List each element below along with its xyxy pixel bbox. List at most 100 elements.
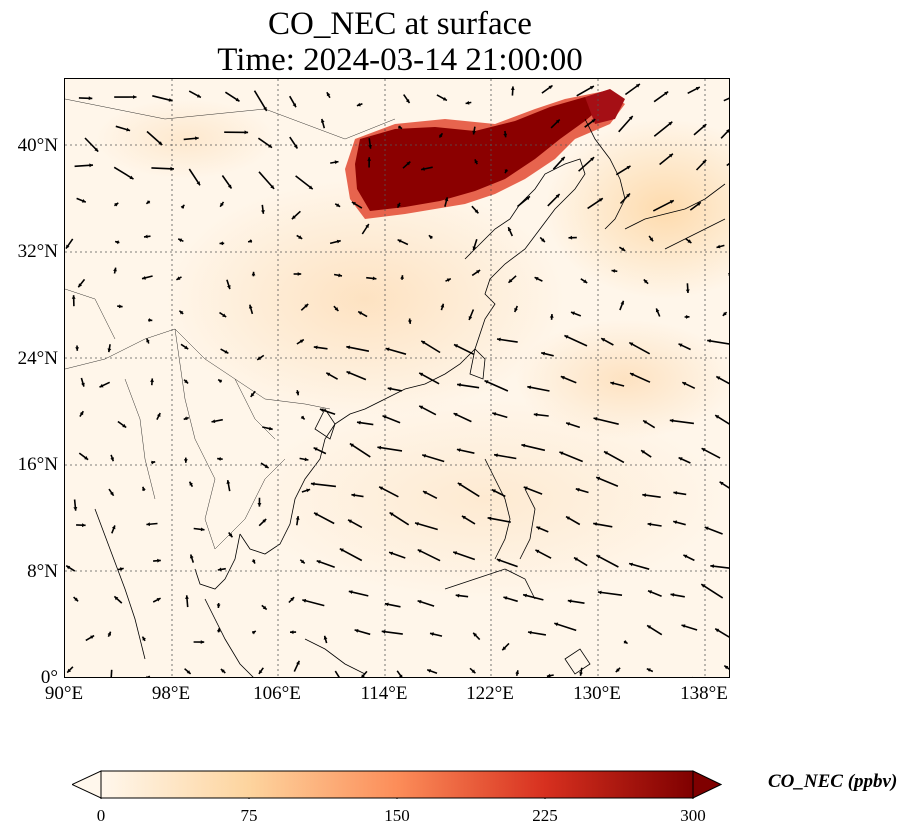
wind-vector [113,166,134,180]
wind-vector-head [313,345,318,350]
wind-vector-head [298,235,303,239]
wind-vector-head [316,560,321,564]
wind-vector [653,121,673,137]
wind-vector-head [389,512,394,517]
wind-vector-head [567,599,572,604]
wind-vector-head [89,163,93,168]
lon-label: 130°E [573,683,621,704]
wind-vector-head [474,209,479,214]
wind-vector-head [474,159,479,164]
wind-vector-head [250,393,255,397]
wind-vector-head [326,92,331,97]
wind-vector-head [722,312,727,316]
wind-vector-head [75,347,79,351]
wind-vector-head [428,235,433,240]
wind-vector [378,486,399,498]
wind-vector-head [560,376,565,380]
lon-label: 106°E [253,683,301,704]
lon-label: 138°E [680,683,728,704]
wind-vector-head [695,87,700,91]
wind-vector-head [248,304,253,309]
wind-vector-head [387,387,392,391]
wind-vector-head [146,338,150,343]
wind-vector [496,558,518,568]
wind-vector-head [144,234,148,239]
wind-vector-head [642,493,647,498]
wind-vector-head [536,526,541,531]
wind-vector-head [304,304,309,308]
wind-vector-head [148,318,153,322]
wind-vector [596,554,619,568]
wind-vector-head [244,130,249,135]
colorbar [72,770,722,799]
wind-vector-head [541,238,545,242]
wind-vector-head [494,453,498,458]
wind-vector [414,522,438,531]
wind-vector-head [417,600,422,604]
wind-vector-head [319,408,324,412]
map-title: CO_NEC at surface [268,6,532,42]
wind-vector-head [251,559,256,564]
colorbar-tick: 300 [680,806,706,825]
wind-vector-head [454,344,458,348]
wind-vector-head [320,118,325,123]
wind-vector [310,482,336,488]
wind-vector-head [541,351,546,356]
wind-vector-head [142,636,146,641]
wind-vector-head [258,670,263,674]
wind-vector-head [564,335,569,339]
wind-vector [484,379,509,392]
wind-vector-head [385,347,390,352]
wind-vector-head [300,415,305,420]
wind-vector-head [664,91,669,96]
wind-vector-head [727,272,729,275]
wind-vector-head [647,625,652,629]
wind-vector-head [559,451,564,456]
wind-vector-head [146,200,151,204]
wind-vector [452,551,476,561]
wind-vector-head [566,422,570,426]
wind-vector-head [290,597,295,602]
wind-vector-head [554,622,559,627]
wind-vector-head [129,175,134,180]
wind-vector-head [157,558,161,563]
wind-vector [381,630,403,635]
wind-vector-head [113,267,117,272]
wind-vector-head [299,339,304,344]
wind-vector-head [118,304,123,309]
wind-vector-head [291,215,296,220]
wind-vector-head [681,624,686,628]
wind-vector-head [415,522,419,526]
wind-vector-head [615,668,620,673]
wind-vector [457,482,480,498]
wind-vector-head [571,311,575,316]
wind-vector-head [502,646,507,651]
wind-vector [527,385,550,392]
wind-vector [559,451,584,463]
lat-label: 0° [40,667,58,688]
wind-vector-head [726,129,729,133]
wind-vector [396,670,403,677]
wind-vector [418,372,440,385]
wind-vector-head [110,491,114,496]
wind-vector-head [593,522,597,526]
wind-vector-head [669,418,674,423]
wind-vector-head [308,185,313,190]
wind-vector-head [348,519,352,524]
map-timestamp: Time: 2024-03-14 21:00:00 [217,42,583,78]
wind-vector-head [515,670,519,675]
wind-vector-head [647,522,652,527]
coastlines [94,118,726,677]
wind-vector [728,273,729,276]
wind-vector-head [109,677,113,678]
lat-label: 16°N [17,454,58,475]
wind-vector-head [66,565,71,570]
wind-vector-head [200,527,205,532]
wind-vector-head [422,454,427,458]
wind-vector-head [356,102,361,107]
wind-vector-head [310,482,315,486]
wind-vector-head [222,313,227,317]
wind-vector-head [151,460,156,465]
colorbar-label: CO_NEC (ppbv) [768,771,898,792]
wind-vector-head [417,549,422,553]
